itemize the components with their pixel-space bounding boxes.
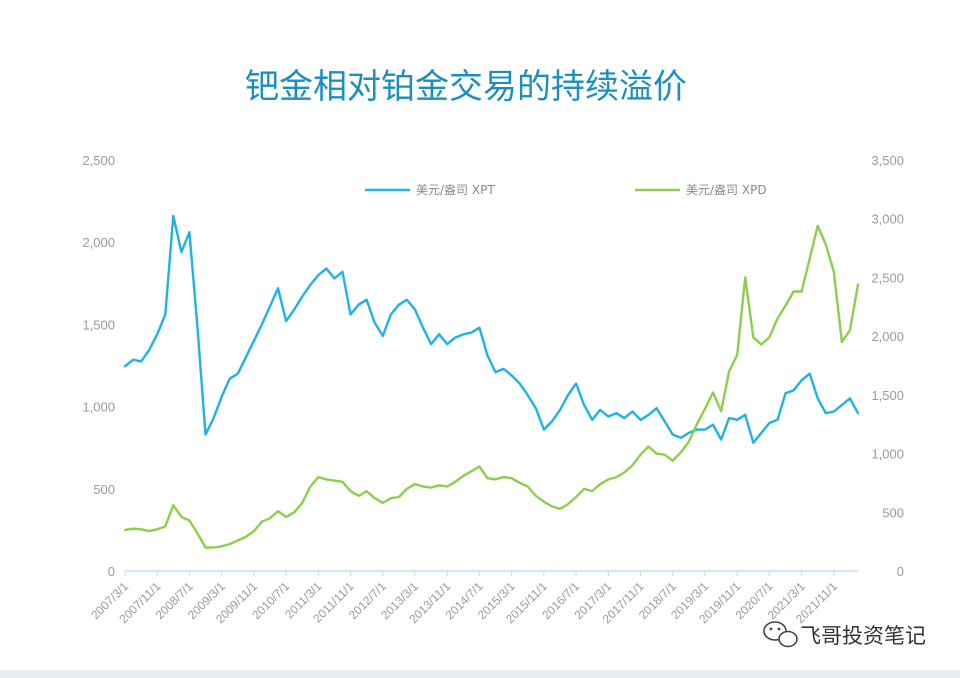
watermark: 飞哥投资笔记 (763, 621, 926, 648)
legend-label-xpd: 美元/盎司 XPD (686, 183, 767, 197)
bottom-bar (0, 670, 960, 678)
y-left-tick-label: 1,000 (82, 400, 115, 415)
y-right-tick-label: 1,000 (871, 447, 904, 462)
legend-label-xpt: 美元/盎司 XPT (416, 183, 495, 197)
y-axis-right: 0 500 1,000 1,500 2,000 2,500 3,000 3,500 (871, 153, 904, 579)
y-left-tick-label: 2,000 (82, 235, 115, 250)
y-left-tick-label: 2,500 (82, 153, 115, 168)
chart-title: 钯金相对铂金交易的持续溢价 (245, 67, 687, 107)
y-right-tick-label: 2,500 (871, 270, 904, 285)
wechat-icon (763, 621, 798, 648)
y-right-tick-label: 3,000 (871, 212, 904, 227)
y-axis-left: 0 500 1,000 1,500 2,000 2,500 (82, 153, 115, 579)
y-left-tick-label: 500 (93, 482, 115, 497)
y-right-tick-label: 3,500 (871, 153, 904, 168)
y-left-tick-label: 1,500 (82, 317, 115, 332)
watermark-text: 飞哥投资笔记 (800, 624, 926, 648)
series-line-xpd (123, 224, 860, 549)
y-right-tick-label: 1,500 (871, 388, 904, 403)
x-axis: 2007/3/12007/11/12008/7/12009/3/12009/11… (88, 570, 858, 626)
y-right-tick-label: 2,000 (871, 329, 904, 344)
series-lines (123, 214, 860, 549)
y-left-tick-label: 0 (108, 564, 115, 579)
series-line-xpt (123, 214, 860, 444)
legend: 美元/盎司 XPT 美元/盎司 XPD (365, 183, 767, 197)
y-right-tick-label: 0 (897, 564, 904, 579)
y-right-tick-label: 500 (882, 505, 904, 520)
